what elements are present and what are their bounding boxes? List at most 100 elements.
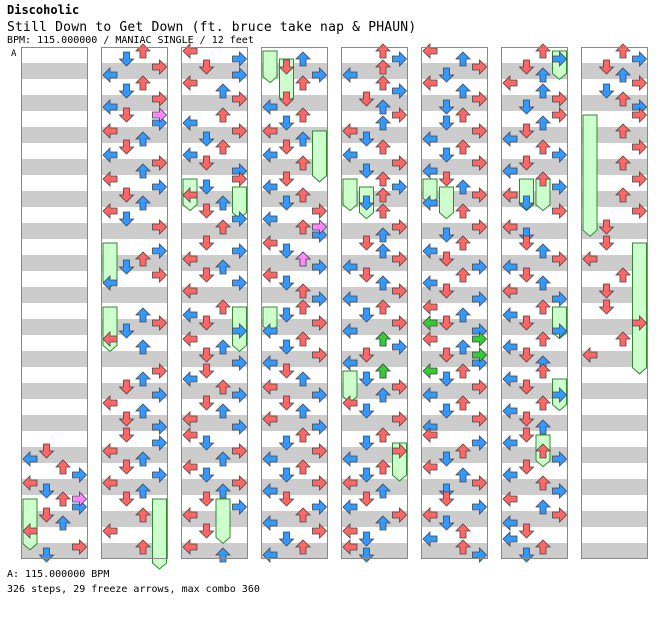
right-arrow-icon [392, 339, 408, 355]
chart-column-4 [261, 47, 328, 559]
up-arrow-icon [295, 459, 311, 475]
measure-stripe [261, 287, 328, 303]
measure-stripe [581, 159, 648, 175]
up-arrow-icon [375, 243, 391, 259]
up-arrow-icon [455, 443, 471, 459]
measure-stripe [341, 223, 408, 239]
left-arrow-icon [262, 451, 278, 467]
down-arrow-icon [518, 59, 535, 75]
measure-stripe [21, 255, 88, 271]
left-arrow-icon [582, 347, 598, 363]
up-arrow-icon [615, 67, 631, 83]
left-arrow-icon [502, 403, 518, 419]
down-arrow-icon [278, 91, 295, 107]
measure-stripe [21, 511, 88, 527]
measure-stripe [421, 543, 488, 559]
right-arrow-icon [632, 171, 648, 187]
measure-stripe [581, 383, 648, 399]
down-arrow-icon [518, 459, 535, 475]
left-arrow-icon [262, 483, 278, 499]
down-arrow-icon [438, 315, 455, 331]
right-arrow-icon [152, 419, 168, 435]
measure-stripe [261, 415, 328, 431]
up-arrow-icon [535, 443, 551, 459]
left-arrow-icon [262, 267, 278, 283]
right-arrow-icon [552, 203, 568, 219]
measure-stripe [341, 127, 408, 143]
song-artist: Discoholic [7, 3, 80, 17]
up-arrow-icon [615, 155, 631, 171]
measure-stripe [581, 63, 648, 79]
measure-stripe [501, 223, 568, 239]
up-arrow-icon [535, 539, 551, 555]
up-arrow-icon [135, 483, 151, 499]
right-arrow-icon [392, 251, 408, 267]
down-arrow-icon [278, 59, 295, 75]
down-arrow-icon [438, 483, 455, 499]
left-arrow-icon [422, 363, 438, 379]
right-arrow-icon [472, 259, 488, 275]
down-arrow-icon [598, 299, 615, 315]
right-arrow-icon [312, 67, 328, 83]
measure-stripe [101, 95, 168, 111]
up-arrow-icon [375, 59, 391, 75]
left-arrow-icon [422, 507, 438, 523]
right-arrow-icon [152, 315, 168, 331]
up-arrow-icon [615, 331, 631, 347]
freeze-arrow [342, 178, 358, 212]
right-arrow-icon [72, 467, 88, 483]
left-arrow-icon [262, 515, 278, 531]
down-arrow-icon [598, 235, 615, 251]
measure-stripe [501, 191, 568, 207]
measure-stripe [501, 95, 568, 111]
down-arrow-icon [278, 195, 295, 211]
right-arrow-icon [232, 211, 248, 227]
up-arrow-icon [535, 171, 551, 187]
measure-stripe [21, 319, 88, 335]
left-arrow-icon [422, 459, 438, 475]
right-arrow-icon [152, 179, 168, 195]
freeze-arrow [439, 186, 454, 220]
left-arrow-icon [102, 171, 118, 187]
up-arrow-icon [135, 75, 151, 91]
up-arrow-icon [455, 307, 471, 323]
up-arrow-icon [135, 251, 151, 267]
up-arrow-icon [135, 307, 151, 323]
left-arrow-icon [422, 163, 438, 179]
left-arrow-icon [342, 259, 358, 275]
measure-stripe [341, 415, 408, 431]
down-arrow-icon [518, 427, 535, 443]
right-arrow-icon [232, 499, 248, 515]
down-arrow-icon [278, 339, 295, 355]
up-arrow-icon [535, 83, 551, 99]
right-arrow-icon [472, 499, 488, 515]
bpm-legend: A: 115.000000 BPM [7, 569, 110, 580]
up-arrow-icon [55, 515, 71, 531]
up-arrow-icon [535, 275, 551, 291]
down-arrow-icon [198, 467, 215, 483]
left-arrow-icon [502, 283, 518, 299]
measure-stripe [341, 511, 408, 527]
up-arrow-icon [295, 75, 311, 91]
measure-stripe [261, 479, 328, 495]
freeze-body [152, 498, 167, 570]
left-arrow-icon [262, 235, 278, 251]
left-arrow-icon [262, 123, 278, 139]
left-arrow-icon [342, 123, 358, 139]
right-arrow-icon [392, 379, 408, 395]
up-arrow-icon [215, 483, 231, 499]
up-arrow-icon [455, 51, 471, 67]
up-arrow-icon [135, 195, 151, 211]
up-arrow-icon [295, 427, 311, 443]
down-arrow-icon [278, 435, 295, 451]
left-arrow-icon [102, 203, 118, 219]
down-arrow-icon [38, 443, 55, 459]
right-arrow-icon [152, 467, 168, 483]
up-arrow-icon [215, 339, 231, 355]
measure-stripe [581, 351, 648, 367]
measure-stripe [421, 287, 488, 303]
left-arrow-icon [502, 307, 518, 323]
right-arrow-icon [312, 315, 328, 331]
down-arrow-icon [438, 171, 455, 187]
chart-column-7 [501, 47, 568, 559]
